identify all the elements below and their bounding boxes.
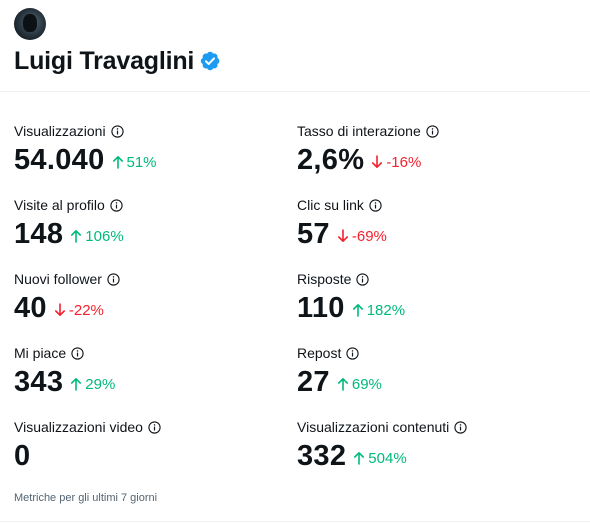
- metric-delta-value: 504%: [368, 449, 407, 467]
- arrow-down-icon: [337, 229, 348, 242]
- metric-value: 54.040: [14, 144, 105, 176]
- metric-clic-link: Clic su link 57 -69%: [297, 196, 567, 270]
- metrics-column-left: Visualizzazioni 54.040 51% Visite al pro…: [14, 122, 284, 492]
- metric-label: Visualizzazioni contenuti: [297, 419, 450, 435]
- metric-value: 2,6%: [297, 144, 365, 176]
- info-icon[interactable]: [426, 124, 439, 138]
- metric-risposte: Risposte 110 182%: [297, 270, 567, 344]
- metric-label: Tasso di interazione: [297, 123, 421, 139]
- metric-value: 0: [14, 440, 31, 472]
- metric-value: 57: [297, 218, 330, 250]
- info-icon[interactable]: [71, 346, 84, 360]
- arrow-up-icon: [112, 156, 123, 169]
- info-icon[interactable]: [356, 272, 370, 286]
- metrics-column-right: Tasso di interazione 2,6% -16% Clic su l…: [297, 122, 567, 492]
- metric-visualizzazioni-contenuti: Visualizzazioni contenuti 332 504%: [297, 418, 567, 492]
- profile-name-row: Luigi Travaglini: [14, 44, 574, 78]
- metric-visite-profilo: Visite al profilo 148 106%: [14, 196, 284, 270]
- verified-badge-icon[interactable]: [199, 50, 221, 72]
- arrow-up-icon: [71, 378, 82, 391]
- arrow-up-icon: [71, 230, 82, 243]
- metric-value: 148: [14, 218, 64, 250]
- metric-tasso-interazione: Tasso di interazione 2,6% -16%: [297, 122, 567, 196]
- metric-delta: 29%: [70, 376, 115, 393]
- metric-value: 27: [297, 366, 330, 398]
- metric-nuovi-follower: Nuovi follower 40 -22%: [14, 270, 284, 344]
- metric-delta-value: -22%: [68, 301, 104, 319]
- metric-delta-value: -69%: [351, 227, 387, 245]
- divider: [0, 91, 590, 92]
- info-icon[interactable]: [107, 272, 120, 286]
- info-icon[interactable]: [346, 346, 360, 360]
- metric-delta-value: -16%: [386, 153, 422, 171]
- divider: [0, 521, 590, 522]
- arrow-up-icon: [352, 304, 363, 317]
- info-icon[interactable]: [148, 420, 161, 434]
- metric-delta: -16%: [371, 154, 421, 171]
- metric-delta-value: 29%: [85, 375, 116, 393]
- arrow-up-icon: [354, 452, 365, 465]
- metric-value: 110: [297, 292, 345, 324]
- metric-label: Risposte: [297, 271, 352, 287]
- metric-label: Visualizzazioni video: [14, 419, 143, 435]
- metric-delta: 51%: [112, 154, 157, 171]
- metric-label: Repost: [297, 345, 342, 361]
- metric-delta: -22%: [54, 302, 104, 319]
- metric-label: Mi piace: [14, 345, 67, 361]
- metric-value: 332: [297, 440, 347, 472]
- metric-delta: 69%: [337, 376, 382, 393]
- info-icon[interactable]: [369, 198, 382, 212]
- metric-label: Nuovi follower: [14, 271, 102, 287]
- metric-value: 40: [14, 292, 47, 324]
- period-footnote: Metriche per gli ultimi 7 giorni: [14, 492, 158, 504]
- metric-delta-value: 182%: [366, 301, 406, 319]
- metric-visualizzazioni: Visualizzazioni 54.040 51%: [14, 122, 284, 196]
- metric-visualizzazioni-video: Visualizzazioni video 0: [14, 418, 284, 492]
- arrow-up-icon: [337, 378, 348, 391]
- metric-value: 343: [14, 366, 64, 398]
- arrow-down-icon: [372, 155, 383, 168]
- metric-mi-piace: Mi piace 343 29%: [14, 344, 284, 418]
- arrow-down-icon: [54, 303, 65, 316]
- metric-label: Visite al profilo: [14, 197, 105, 213]
- metric-delta-value: 106%: [85, 227, 124, 245]
- metric-delta: 106%: [70, 227, 124, 245]
- metric-delta: 504%: [353, 449, 407, 467]
- metric-delta: -69%: [337, 228, 387, 245]
- avatar[interactable]: [14, 8, 46, 40]
- profile-header: Luigi Travaglini: [14, 8, 574, 78]
- info-icon[interactable]: [110, 124, 124, 138]
- profile-name[interactable]: Luigi Travaglini: [14, 46, 195, 75]
- metric-delta-value: 51%: [126, 153, 157, 171]
- metric-label: Visualizzazioni: [14, 123, 106, 139]
- info-icon[interactable]: [454, 420, 467, 434]
- metric-delta-value: 69%: [351, 375, 382, 393]
- metric-label: Clic su link: [297, 197, 364, 213]
- metric-delta: 182%: [352, 302, 405, 319]
- info-icon[interactable]: [110, 198, 123, 212]
- metric-repost: Repost 27 69%: [297, 344, 567, 418]
